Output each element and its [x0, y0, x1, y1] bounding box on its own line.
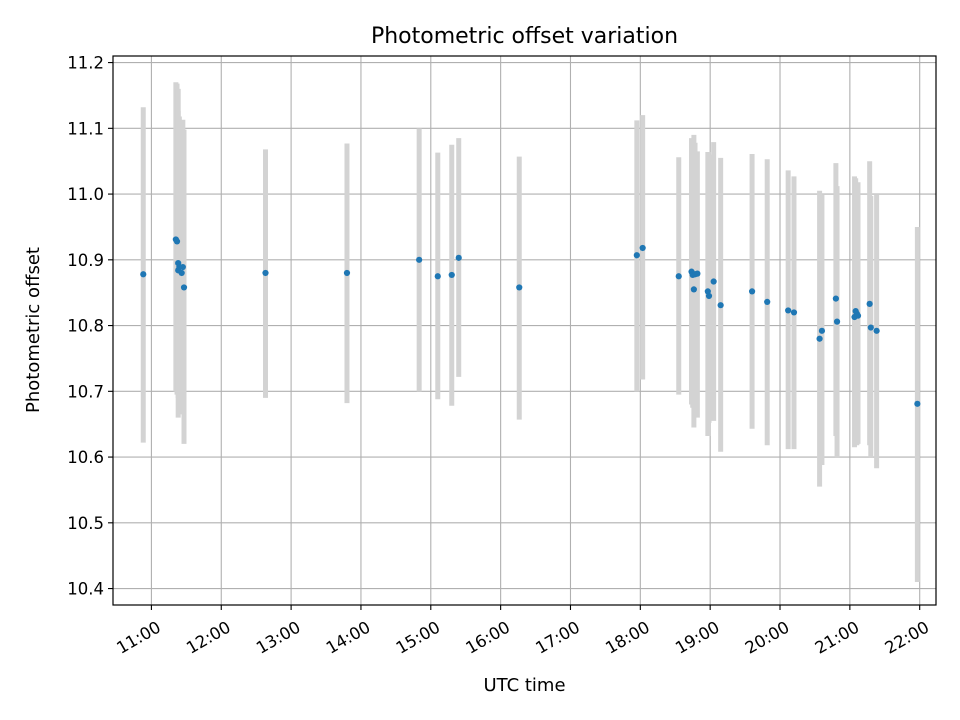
- data-point: [434, 273, 441, 280]
- y-tick-label: 10.5: [67, 514, 104, 533]
- data-point: [180, 284, 188, 291]
- y-tick-label: 10.8: [67, 317, 104, 336]
- y-tick-label: 10.4: [67, 580, 104, 599]
- point-layer: [140, 236, 921, 407]
- data-point: [448, 271, 455, 279]
- y-tick-label: 11.1: [67, 119, 104, 138]
- data-point: [416, 256, 423, 263]
- y-axis-label: Photometric offset: [23, 247, 44, 413]
- chart-title: Photometric offset variation: [371, 24, 678, 49]
- data-point: [833, 318, 841, 325]
- y-tick-label: 11.2: [67, 54, 104, 73]
- data-point: [675, 273, 682, 280]
- data-point: [873, 327, 880, 334]
- data-point: [832, 295, 839, 302]
- data-point: [816, 335, 823, 342]
- plot-frame: [112, 55, 937, 606]
- data-point: [867, 324, 874, 331]
- data-point: [455, 254, 462, 261]
- data-point: [705, 292, 713, 300]
- data-point: [818, 327, 826, 334]
- data-point: [790, 309, 798, 316]
- data-point: [639, 244, 646, 252]
- data-point: [516, 284, 523, 291]
- y-tick-label: 11.0: [67, 185, 104, 204]
- y-tick-label: 10.6: [67, 448, 104, 467]
- data-point: [748, 288, 756, 295]
- data-point: [694, 270, 701, 277]
- data-point: [262, 269, 269, 277]
- data-point: [343, 269, 351, 277]
- data-point: [764, 298, 771, 305]
- data-point: [854, 312, 862, 319]
- data-point: [690, 286, 697, 293]
- y-tick-label: 10.9: [67, 251, 104, 270]
- data-point: [178, 269, 185, 277]
- y-tick-label: 10.7: [67, 382, 104, 401]
- data-point: [717, 302, 724, 309]
- data-point: [633, 252, 640, 259]
- data-point: [710, 278, 717, 285]
- data-point: [179, 263, 186, 271]
- data-point: [785, 307, 792, 314]
- x-axis-label: UTC time: [483, 675, 565, 696]
- data-point: [914, 400, 921, 407]
- data-point: [173, 238, 181, 245]
- data-point: [866, 300, 873, 307]
- data-point: [140, 271, 147, 278]
